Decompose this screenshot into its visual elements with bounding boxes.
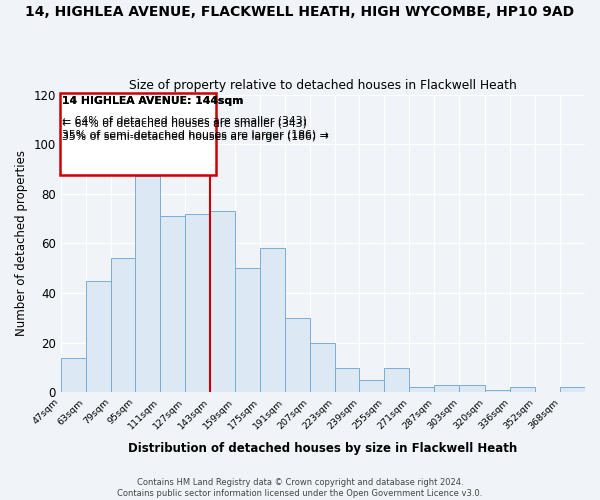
Bar (160, 216, 185, 392)
Bar (136, 176, 160, 392)
Title: Size of property relative to detached houses in Flackwell Heath: Size of property relative to detached ho… (129, 79, 517, 92)
Text: 14, HIGHLEA AVENUE, FLACKWELL HEATH, HIGH WYCOMBE, HP10 9AD: 14, HIGHLEA AVENUE, FLACKWELL HEATH, HIG… (25, 5, 575, 19)
Text: ← 64% of detached houses are smaller (343)
35% of semi-detached houses are large: ← 64% of detached houses are smaller (34… (62, 116, 328, 140)
Text: 14 HIGHLEA AVENUE: 144sqm: 14 HIGHLEA AVENUE: 144sqm (62, 96, 243, 106)
Y-axis label: Number of detached properties: Number of detached properties (15, 150, 28, 336)
Bar (210, 211, 235, 392)
Bar (61, 358, 86, 392)
Bar (110, 258, 136, 392)
Bar (310, 343, 335, 392)
Bar (335, 368, 359, 392)
Bar (260, 248, 285, 392)
Bar (459, 385, 485, 392)
Bar (359, 380, 385, 392)
Bar (235, 268, 260, 392)
Text: Contains HM Land Registry data © Crown copyright and database right 2024.
Contai: Contains HM Land Registry data © Crown c… (118, 478, 482, 498)
Bar (434, 385, 459, 392)
Bar (511, 388, 535, 392)
Bar (409, 388, 434, 392)
Bar (385, 368, 409, 392)
Bar (560, 388, 585, 392)
Bar (60, 94, 215, 175)
Bar (285, 318, 310, 392)
Bar (185, 214, 210, 392)
Text: 14 HIGHLEA AVENUE: 144sqm: 14 HIGHLEA AVENUE: 144sqm (62, 96, 243, 106)
X-axis label: Distribution of detached houses by size in Flackwell Heath: Distribution of detached houses by size … (128, 442, 518, 455)
Bar (86, 280, 110, 392)
Text: ← 64% of detached houses are smaller (343)
35% of semi-detached houses are large: ← 64% of detached houses are smaller (34… (62, 118, 328, 142)
Bar (485, 390, 511, 392)
